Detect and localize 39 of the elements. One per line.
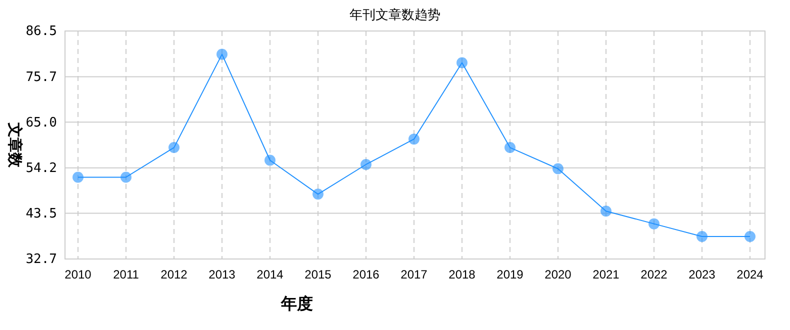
y-tick-label: 86.5 [26,24,57,40]
x-tick-label: 2018 [448,268,476,282]
point [120,172,132,183]
x-tick-label: 2013 [208,268,236,282]
x-tick-label: 2017 [400,268,428,282]
x-axis-title: 年度 [280,294,313,313]
x-tick-label: 2010 [64,268,92,282]
point [456,57,468,68]
y-tick-label: 43.5 [26,206,57,222]
x-tick-label: 2015 [304,268,332,282]
point [408,134,420,145]
point [600,206,612,217]
point [552,163,564,174]
x-tick-label: 2014 [256,268,284,282]
x-tick-label: 2019 [496,268,524,282]
point [360,158,372,170]
chart-title: 年刊文章数趋势 [350,8,440,23]
y-axis-title: 文章数 [6,122,24,168]
x-tick-label: 2023 [688,268,716,282]
y-tick-label: 54.2 [26,161,57,176]
point [312,188,324,200]
point [744,231,756,242]
x-tick-label: 2024 [736,268,764,282]
y-tick-label: 32.7 [26,252,57,268]
y-tick-label: 75.7 [26,70,57,85]
x-tick-label: 2016 [352,268,380,282]
point [216,48,228,60]
y-tick-label: 65.0 [26,115,57,130]
x-tick-label: 2020 [544,268,572,282]
point [72,172,84,183]
point [504,142,516,154]
point [264,154,276,166]
x-tick-label: 2022 [640,268,668,282]
x-tick-label: 2012 [160,268,188,282]
x-tick-label: 2021 [592,268,620,282]
x-tick-label: 2011 [113,268,140,282]
point [168,142,180,154]
point [696,231,708,242]
point [648,218,660,230]
